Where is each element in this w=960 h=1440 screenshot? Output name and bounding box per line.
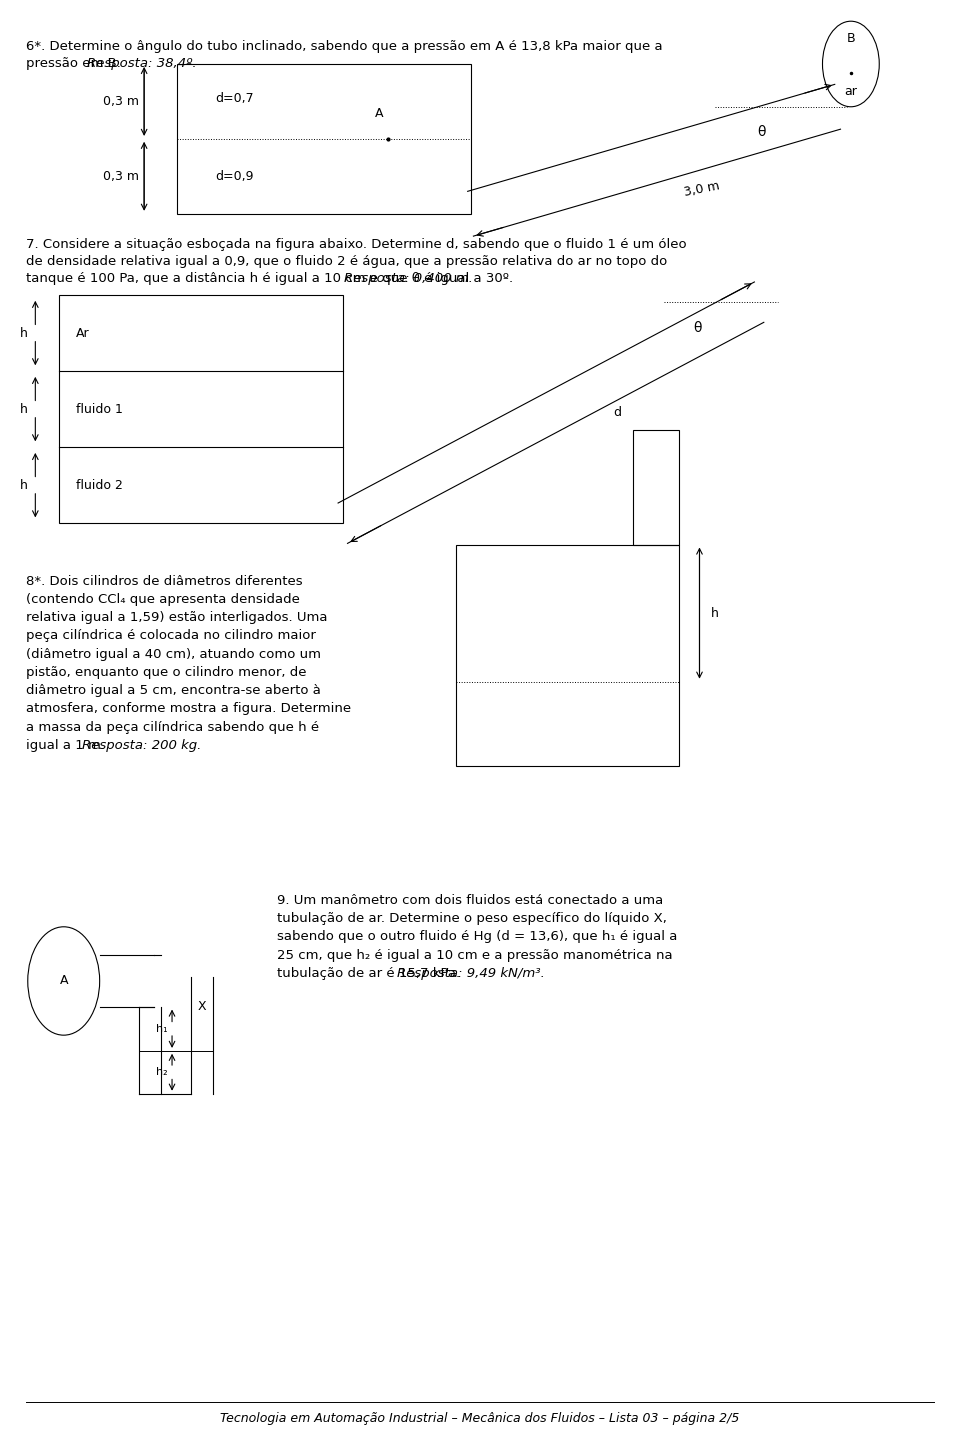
Text: h: h [710,606,719,619]
Text: (diâmetro igual a 40 cm), atuando como um: (diâmetro igual a 40 cm), atuando como u… [26,648,321,661]
Text: sabendo que o outro fluido é Hg (d = 13,6), que h₁ é igual a: sabendo que o outro fluido é Hg (d = 13,… [276,930,677,943]
Text: peça cilíndrica é colocada no cilindro maior: peça cilíndrica é colocada no cilindro m… [26,629,316,642]
Text: 7. Considere a situação esboçada na figura abaixo. Determine d, sabendo que o fl: 7. Considere a situação esboçada na figu… [26,238,686,251]
Bar [59,295,343,523]
Text: 3,0 m: 3,0 m [683,179,720,199]
Text: 25 cm, que h₂ é igual a 10 cm e a pressão manométrica na: 25 cm, que h₂ é igual a 10 cm e a pressã… [276,949,672,962]
Text: B: B [847,33,855,46]
Text: 6*. Determine o ângulo do tubo inclinado, sabendo que a pressão em A é 13,8 kPa : 6*. Determine o ângulo do tubo inclinado… [26,40,662,53]
Text: tanque é 100 Pa, que a distância h é igual a 10 cm e que θ é igual a 30º.: tanque é 100 Pa, que a distância h é igu… [26,272,517,285]
Text: h₁: h₁ [156,1024,167,1034]
Text: X: X [198,1001,206,1014]
Text: d: d [613,406,621,419]
Text: Resposta: 0,400 m.: Resposta: 0,400 m. [345,272,473,285]
Text: h: h [20,403,28,416]
Text: Resposta: 200 kg.: Resposta: 200 kg. [82,739,202,752]
Bar [456,544,679,766]
Text: h: h [20,478,28,491]
Text: (contendo CCl₄ que apresenta densidade: (contendo CCl₄ que apresenta densidade [26,593,300,606]
Text: Ar: Ar [76,327,89,340]
Text: ar: ar [845,85,857,98]
Text: a massa da peça cilíndrica sabendo que h é: a massa da peça cilíndrica sabendo que h… [26,720,319,733]
Bar [634,431,679,544]
Text: d=0,9: d=0,9 [215,170,253,183]
Text: d=0,7: d=0,7 [215,92,253,105]
Text: relativa igual a 1,59) estão interligados. Uma: relativa igual a 1,59) estão interligado… [26,611,327,624]
Text: tubulação de ar. Determine o peso específico do líquido X,: tubulação de ar. Determine o peso especí… [276,912,666,926]
Text: h₂: h₂ [156,1067,167,1077]
Text: de densidade relativa igual a 0,9, que o fluido 2 é água, que a pressão relativa: de densidade relativa igual a 0,9, que o… [26,255,667,268]
Text: fluido 1: fluido 1 [76,403,123,416]
Text: atmosfera, conforme mostra a figura. Determine: atmosfera, conforme mostra a figura. Det… [26,703,351,716]
Text: tubulação de ar é 15,7 kPa.: tubulação de ar é 15,7 kPa. [276,968,464,981]
Text: h: h [20,327,28,340]
Text: igual a 1 m.: igual a 1 m. [26,739,109,752]
Text: 9. Um manômetro com dois fluidos está conectado a uma: 9. Um manômetro com dois fluidos está co… [276,894,662,907]
Text: A: A [60,975,68,988]
Text: Resposta: 9,49 kN/m³.: Resposta: 9,49 kN/m³. [397,968,545,981]
Text: pressão em B.: pressão em B. [26,56,125,71]
Text: A: A [374,108,383,121]
Text: θ: θ [757,125,766,140]
Text: 0,3 m: 0,3 m [104,95,139,108]
Text: 8*. Dois cilindros de diâmetros diferentes: 8*. Dois cilindros de diâmetros diferent… [26,575,302,588]
Text: Tecnologia em Automação Industrial – Mecânica dos Fluidos – Lista 03 – página 2/: Tecnologia em Automação Industrial – Mec… [220,1411,740,1424]
Text: θ: θ [693,321,702,334]
Bar [178,63,470,213]
Text: fluido 2: fluido 2 [76,478,123,491]
Text: Resposta: 38,4º.: Resposta: 38,4º. [86,56,197,71]
Text: diâmetro igual a 5 cm, encontra-se aberto à: diâmetro igual a 5 cm, encontra-se abert… [26,684,321,697]
Text: pistão, enquanto que o cilindro menor, de: pistão, enquanto que o cilindro menor, d… [26,665,306,678]
Text: 0,3 m: 0,3 m [104,170,139,183]
